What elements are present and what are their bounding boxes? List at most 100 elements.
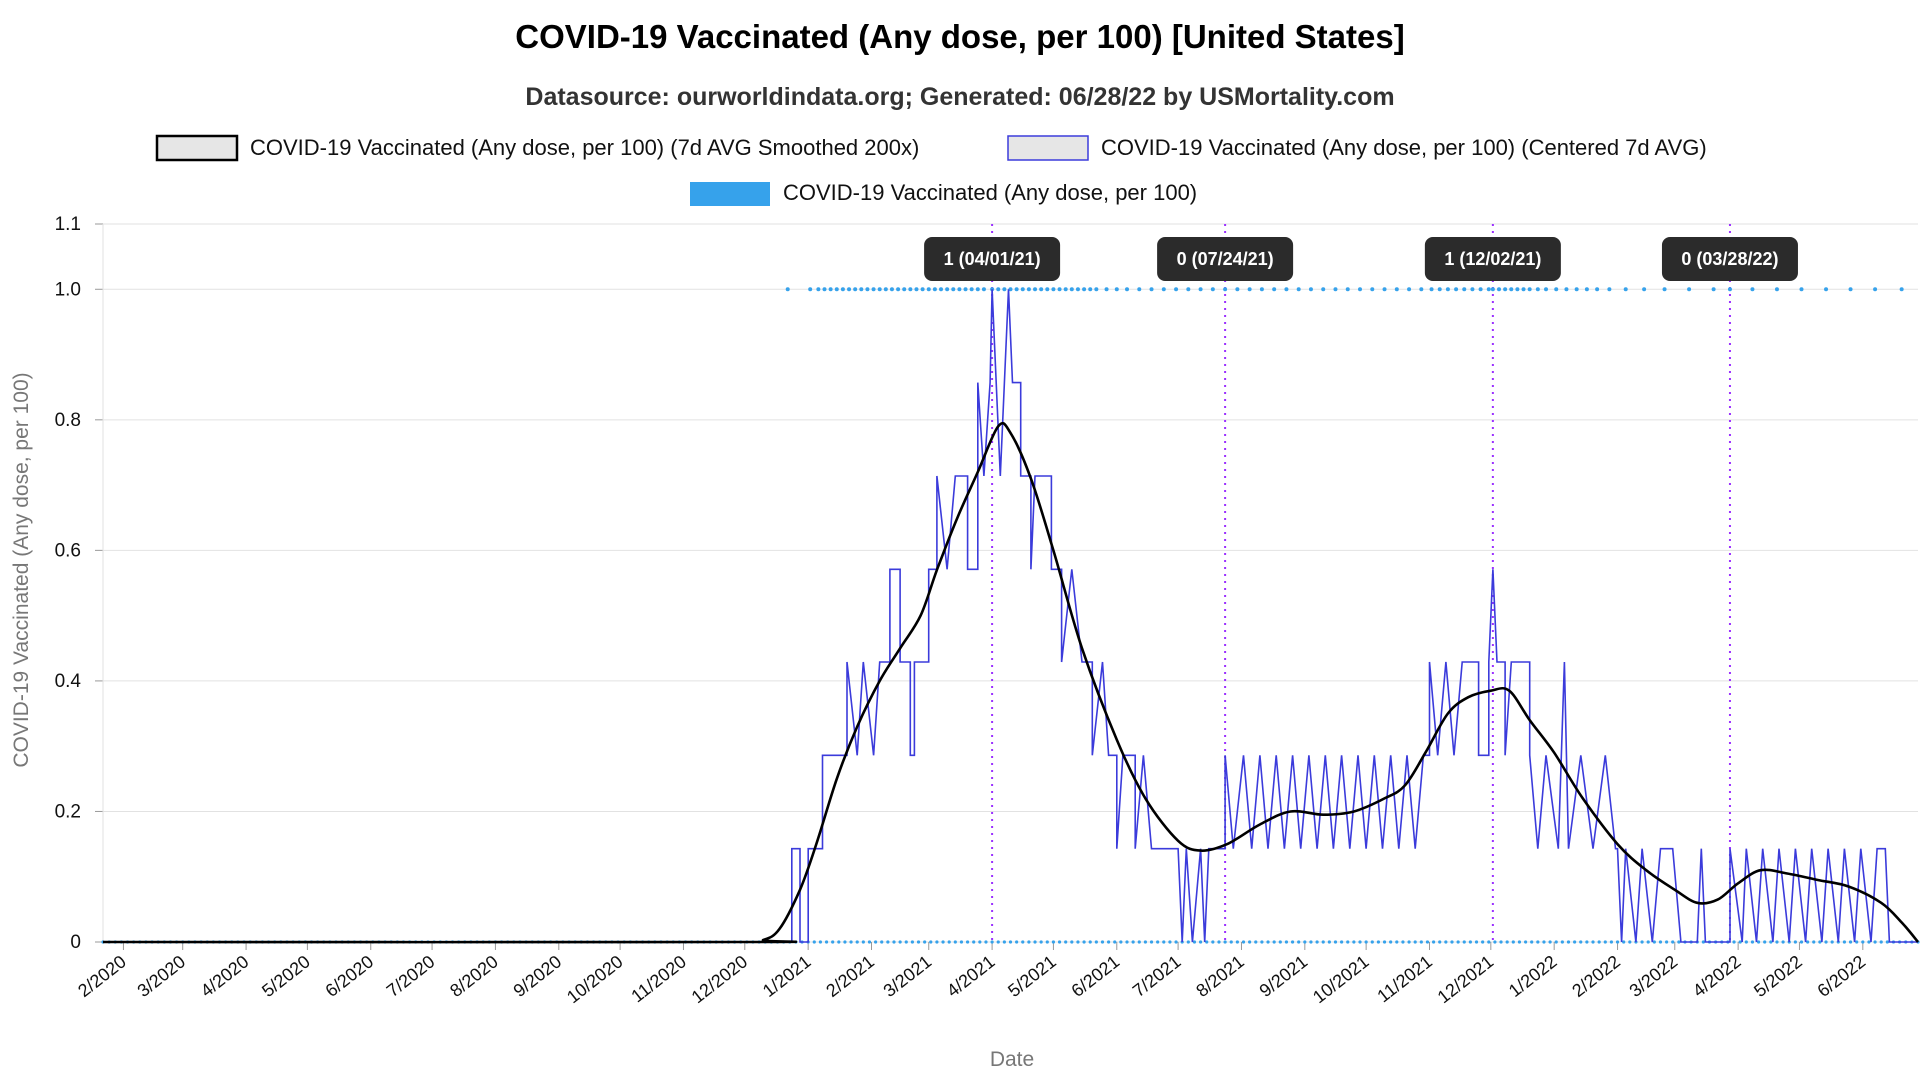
data-point [1505,940,1509,944]
data-point [1879,940,1883,944]
data-point [1867,940,1871,944]
data-point [1192,940,1197,944]
data-point [1419,940,1423,944]
data-point [1671,940,1675,944]
data-point [1064,940,1068,944]
data-point [996,940,1000,944]
data-point [1496,287,1501,292]
data-point [1799,287,1804,292]
series-smoothed-line [102,421,1920,944]
data-point [1327,940,1331,944]
data-point [1137,940,1141,944]
data-point [1309,940,1313,944]
y-tick-label: 0 [70,932,81,953]
data-point [1272,287,1277,292]
data-point [1223,940,1227,944]
data-point [1509,287,1514,292]
x-tick-label: 6/2020 [322,951,378,1001]
data-point [981,287,986,292]
data-point [1750,940,1755,944]
data-point [1775,940,1779,944]
data-point [1542,940,1546,944]
data-point [1818,940,1822,944]
y-axis-ticks: 0 0.2 0.4 0.6 0.8 1.0 1.1 [55,214,82,953]
x-tick-label: 2/2022 [1568,951,1624,1001]
chart-title: COVID-19 Vaccinated (Any dose, per 100) … [515,18,1404,55]
x-tick-label: 4/2020 [197,951,253,1001]
data-point [910,940,914,944]
data-point [1437,287,1442,292]
data-point [853,287,858,292]
data-point [1478,287,1483,292]
data-point [1008,940,1013,944]
annotation-lines [991,224,1731,942]
data-point [1217,940,1221,944]
data-point [1143,940,1147,944]
data-point [843,940,847,944]
data-point [1585,940,1589,944]
annotation-label: 1 (12/02/21) [1424,237,1561,281]
data-point [1376,940,1381,944]
data-point [1515,287,1520,292]
data-point [1358,287,1363,292]
annotation-box [924,237,1061,281]
data-point [914,287,919,292]
data-point [957,287,962,292]
annotation-text: 1 (12/02/21) [1444,249,1541,269]
data-point [1069,287,1074,292]
data-point [1020,287,1025,292]
data-point [1444,940,1448,944]
legend-item-smoothed[interactable]: COVID-19 Vaccinated (Any dose, per 100) … [155,134,919,162]
data-point [1615,940,1620,944]
data-point [1493,940,1497,944]
data-point [1530,940,1534,944]
data-point [1658,940,1663,944]
data-point [1229,940,1233,944]
data-point [1824,287,1829,292]
data-point [1873,287,1878,292]
data-point [1026,287,1031,292]
data-point [874,940,878,944]
data-point [1456,940,1460,944]
data-point [1125,940,1129,944]
legend-item-raw[interactable]: COVID-19 Vaccinated (Any dose, per 100) [690,180,1197,206]
data-point [1769,940,1773,944]
x-tick-label: 9/2020 [510,951,566,1001]
data-point [1345,287,1350,292]
data-point [1321,940,1325,944]
data-point [816,287,821,292]
data-point [1088,940,1092,944]
x-tick-label: 4/2021 [943,951,999,1001]
data-point [1358,940,1362,944]
data-point [1027,940,1031,944]
grid [95,223,1918,950]
data-point [929,940,933,944]
x-tick-label: 3/2020 [133,951,189,1001]
legend-swatch-smoothed [155,134,239,162]
x-tick-label: 5/2020 [258,951,314,1001]
data-point [1125,287,1130,292]
data-point [945,287,950,292]
data-point [1241,940,1246,944]
data-point [1842,940,1847,944]
data-point [1051,287,1056,292]
data-point [840,287,845,292]
data-point [951,287,956,292]
annotation-label: 0 (03/28/22) [1661,237,1798,281]
data-point [1732,940,1736,944]
annotation-label: 1 (04/01/21) [924,237,1061,281]
data-point [1045,287,1050,292]
x-axis-label: Date [990,1048,1034,1071]
data-point [1431,940,1436,944]
data-point [978,940,982,944]
data-point [1646,940,1650,944]
legend-label-raw: COVID-19 Vaccinated (Any dose, per 100) [783,180,1197,205]
data-point [1082,940,1086,944]
data-point [1738,940,1742,944]
data-point [1763,940,1767,944]
legend-item-centered[interactable]: COVID-19 Vaccinated (Any dose, per 100) … [1007,135,1707,161]
data-point [1848,287,1853,292]
data-point [1487,940,1491,944]
x-tick-label: 8/2021 [1192,951,1248,1001]
data-point [1407,940,1411,944]
